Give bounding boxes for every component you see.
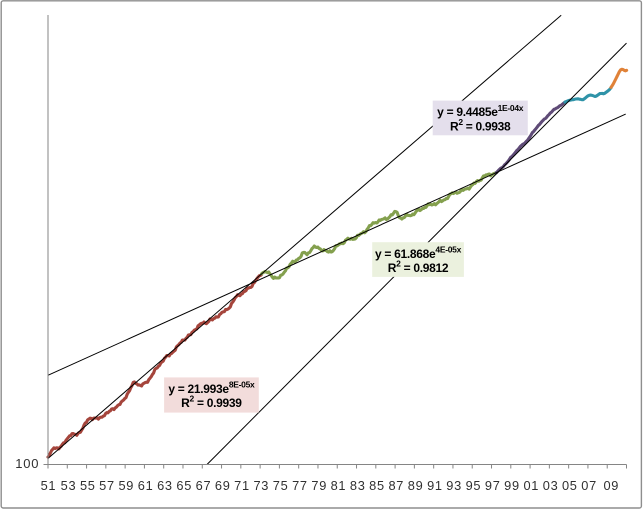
svg-text:100: 100	[15, 456, 39, 471]
svg-text:71: 71	[234, 478, 250, 493]
svg-text:51: 51	[41, 478, 57, 493]
svg-text:05: 05	[562, 478, 578, 493]
svg-text:R2 = 0.9938: R2 = 0.9938	[450, 117, 511, 133]
svg-text:61: 61	[138, 478, 154, 493]
svg-text:77: 77	[292, 478, 308, 493]
svg-text:83: 83	[350, 478, 366, 493]
svg-text:97: 97	[485, 478, 501, 493]
svg-text:55: 55	[80, 478, 96, 493]
svg-text:95: 95	[466, 478, 482, 493]
svg-text:91: 91	[427, 478, 443, 493]
svg-text:89: 89	[408, 478, 424, 493]
svg-text:93: 93	[446, 478, 462, 493]
svg-text:69: 69	[215, 478, 231, 493]
svg-text:73: 73	[253, 478, 269, 493]
svg-text:99: 99	[504, 478, 520, 493]
svg-text:53: 53	[61, 478, 77, 493]
svg-text:79: 79	[311, 478, 327, 493]
svg-text:67: 67	[196, 478, 212, 493]
svg-text:01: 01	[523, 478, 539, 493]
svg-text:81: 81	[331, 478, 347, 493]
svg-text:57: 57	[99, 478, 115, 493]
svg-text:75: 75	[273, 478, 289, 493]
svg-text:09: 09	[603, 478, 619, 493]
svg-text:65: 65	[176, 478, 192, 493]
svg-text:03: 03	[543, 478, 559, 493]
svg-text:59: 59	[118, 478, 134, 493]
svg-text:07: 07	[581, 478, 597, 493]
svg-text:R2 = 0.9812: R2 = 0.9812	[388, 259, 449, 275]
svg-text:63: 63	[157, 478, 173, 493]
svg-text:87: 87	[388, 478, 404, 493]
svg-text:R2 = 0.9939: R2 = 0.9939	[181, 394, 242, 410]
svg-text:85: 85	[369, 478, 385, 493]
